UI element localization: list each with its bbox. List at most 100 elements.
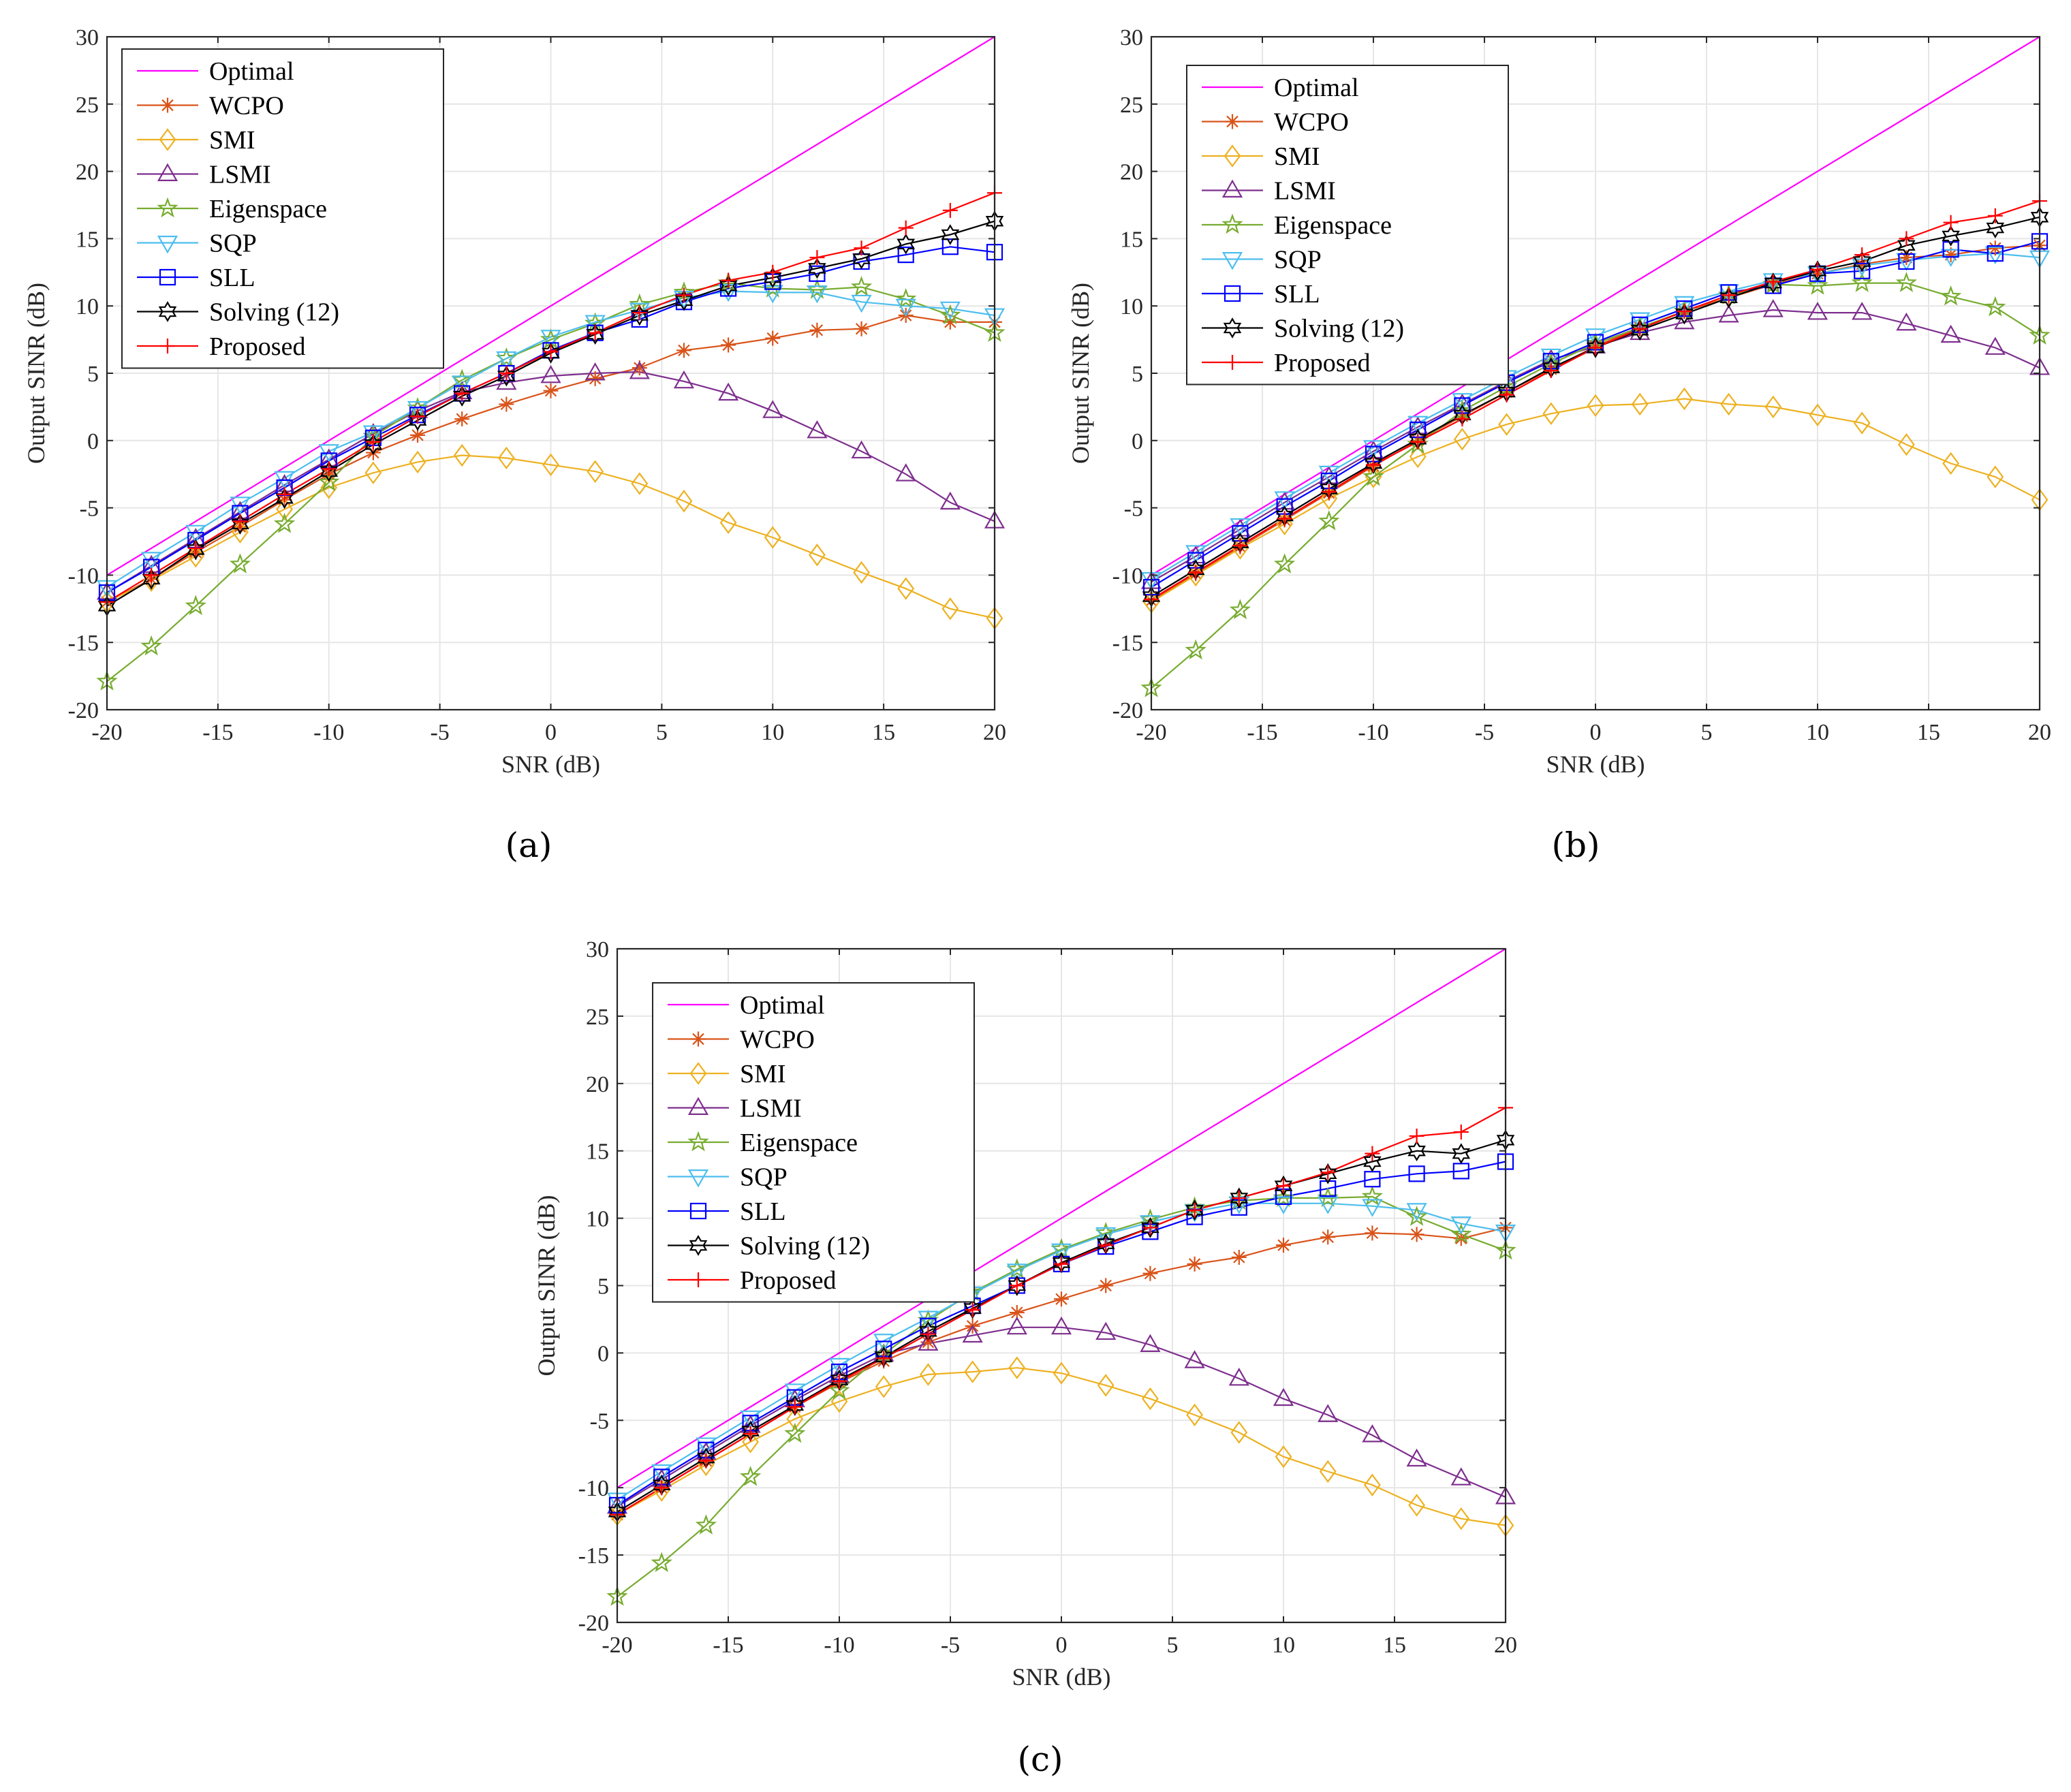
data-point-smi [497,446,515,470]
x-tick-label: 10 [761,720,784,745]
data-point-smi [1898,433,1915,456]
data-point-proposed [876,1351,892,1366]
data-point-wcpo [1987,240,2003,256]
x-tick-label: -15 [1247,720,1277,745]
data-point-wcpo [942,314,958,330]
legend-label: WCPO [740,1026,815,1054]
y-tick-label: 5 [1132,362,1143,387]
x-axis-label: SNR (dB) [501,751,600,778]
y-tick-label: 5 [597,1274,609,1300]
data-point-eigenspace [1095,1222,1117,1242]
data-point-proposed [1321,484,1337,499]
legend-marker-proposed [691,1272,706,1287]
data-point-eigenspace [739,1466,762,1486]
data-point-proposed [1632,321,1648,336]
data-point-solving-12 [408,409,427,431]
data-point-solving-12 [1852,251,1871,272]
data-point-smi [1676,387,1693,411]
data-point-lsmi [585,362,606,381]
data-point-proposed [920,1326,936,1342]
legend-label: SLL [740,1197,786,1226]
data-point-wcpo [920,1334,936,1350]
data-point-sqp [1318,465,1339,484]
data-point-smi [742,1430,759,1453]
data-point-solving-12 [497,365,516,387]
legend-item-solving-12: Solving (12) [137,298,339,327]
data-point-smi [542,453,559,477]
data-point-lsmi [1095,1321,1117,1340]
data-point-lsmi [895,463,916,482]
panel-caption: (a) [505,826,552,865]
series-line-eigenspace [617,1195,1506,1598]
data-point-smi [1364,1473,1381,1496]
x-tick-label: 0 [1590,720,1602,745]
data-point-smi [364,461,382,484]
data-point-proposed [1409,1128,1424,1144]
data-point-solving-12 [1764,272,1783,294]
x-tick-label: -10 [1358,720,1388,745]
data-point-eigenspace [1006,1258,1028,1278]
data-point-sqp [1452,393,1473,411]
data-point-eigenspace [318,471,340,492]
data-point-smi [1987,465,2004,488]
data-point-solving-12 [674,289,694,311]
chart-panel-a: -20 -15 -10 -5 0 5 10 15 20 -20 -15 -10 -5 0 5 10 15 20 25… [22,25,1006,865]
data-point-smi [1809,403,1826,426]
data-point-smi [1186,1403,1203,1427]
x-tick-label: -10 [313,720,344,745]
data-point-lsmi [1674,311,1695,330]
data-point-smi [1008,1356,1026,1379]
data-point-smi [453,443,471,467]
data-point-smi [1631,392,1649,416]
data-point-sqp [873,1334,894,1352]
data-point-eigenspace [229,553,251,573]
data-point-smi [1320,487,1338,510]
data-point-proposed [1677,304,1692,319]
legend-marker-solving-12 [1223,317,1242,339]
y-tick-label: 0 [1132,429,1143,454]
data-point-eigenspace [1940,285,1962,306]
data-point-sqp [452,375,473,394]
y-tick-label: 0 [87,429,99,454]
data-point-solving-12 [1230,1187,1249,1209]
data-point-sll [1408,1165,1425,1182]
legend-marker-wcpo [160,97,175,113]
data-point-proposed [698,1453,714,1468]
data-point-solving-12 [1942,225,1960,247]
data-point-smi [1720,392,1737,416]
data-point-solving-12 [897,233,915,255]
legend-item-sqp: SQP [1202,246,1322,274]
legend-label: Proposed [740,1266,836,1295]
data-point-eigenspace [1318,510,1340,531]
legend-label: Solving (12) [1274,315,1404,343]
data-point-lsmi [540,364,561,383]
y-tick-label: -20 [1112,698,1143,723]
y-tick-label: 5 [87,362,99,387]
data-point-smi [187,545,204,568]
legend-marker-sqp [1221,252,1243,270]
legend-label: SLL [209,264,255,292]
x-tick-label: -5 [430,720,449,745]
data-point-sqp [1984,246,2006,265]
legend-item-wcpo: WCPO [668,1026,815,1054]
data-point-wcpo [1854,256,1870,272]
data-point-wcpo [1142,1266,1158,1281]
data-point-eigenspace [1450,1223,1472,1244]
data-point-solving-12 [364,434,383,456]
data-point-solving-12 [1675,303,1694,325]
legend-label: SMI [1274,142,1320,171]
x-tick-label: -20 [602,1633,632,1658]
data-point-sqp [540,330,561,348]
x-tick-label: 0 [1056,1633,1068,1658]
y-tick-label: 25 [586,1005,609,1030]
legend-label: SQP [209,230,257,258]
data-point-sqp [1585,328,1606,347]
data-point-lsmi [718,382,739,401]
data-point-wcpo [632,360,647,376]
data-point-smi [1853,411,1871,435]
data-point-proposed [1943,215,1959,230]
data-point-sqp [362,425,384,443]
x-tick-label: -15 [713,1633,743,1658]
legend-label: Optimal [1274,74,1359,102]
x-tick-label: -5 [1475,720,1494,745]
